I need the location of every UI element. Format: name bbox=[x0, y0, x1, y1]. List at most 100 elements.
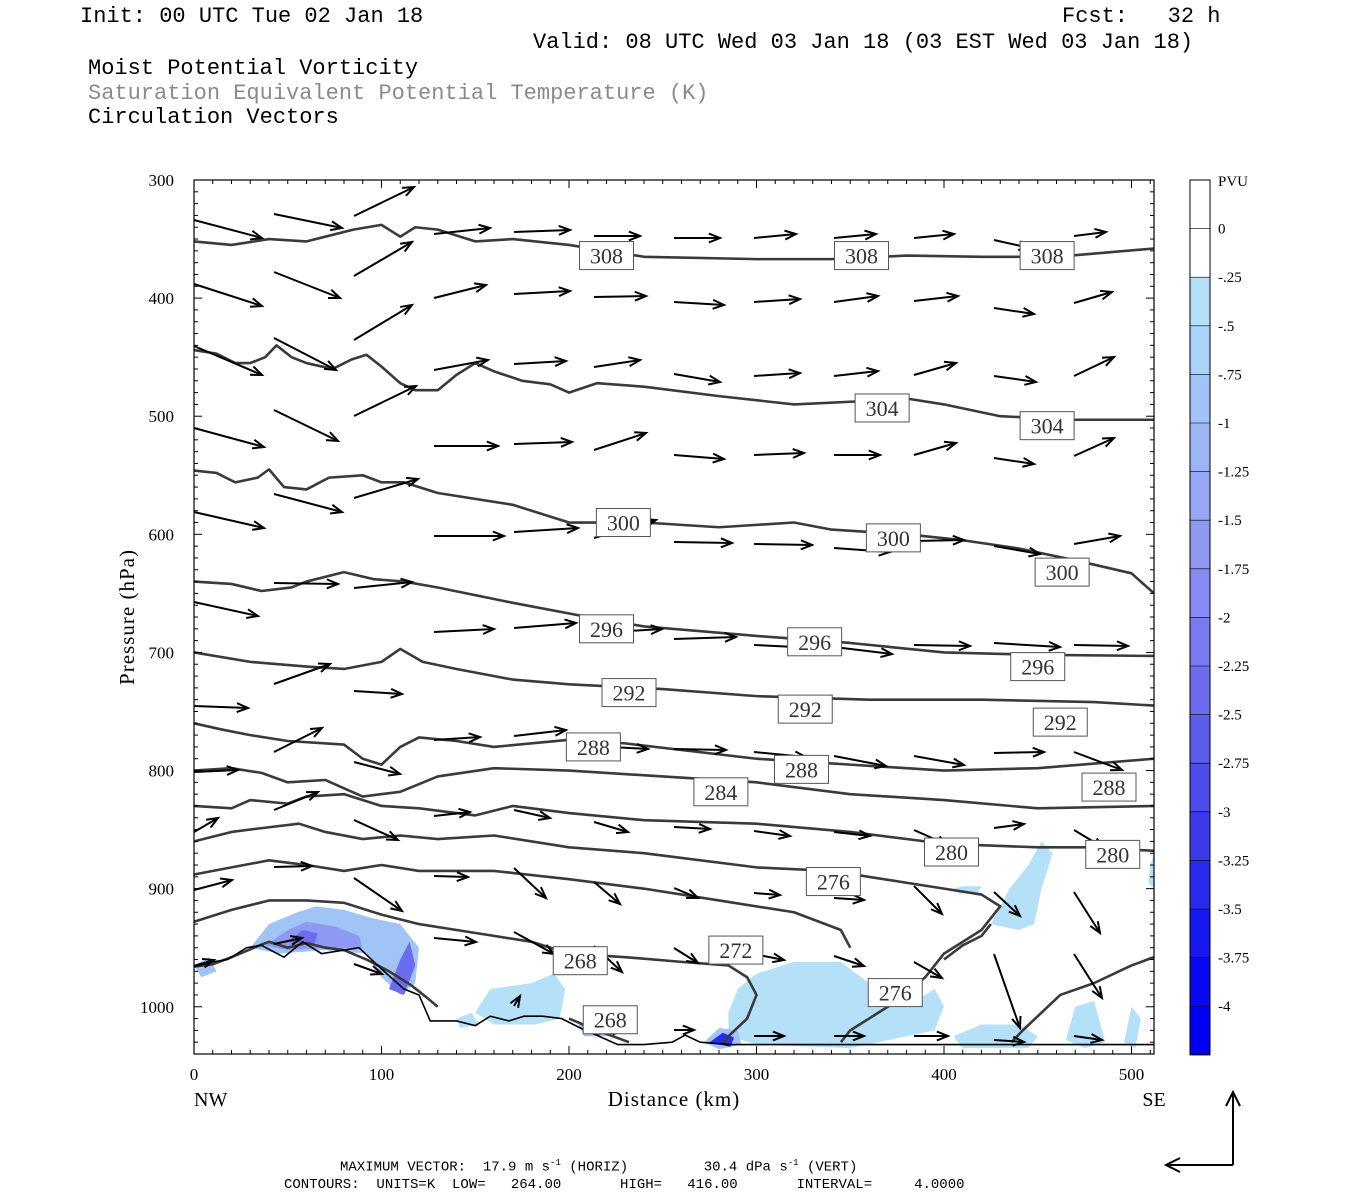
circulation-vector bbox=[353, 687, 405, 699]
y-tick-label: 600 bbox=[149, 525, 175, 544]
contour-label: 304 bbox=[1031, 414, 1064, 439]
contour-label-box bbox=[552, 946, 608, 976]
circulation-vector bbox=[433, 732, 483, 744]
contour-label: 268 bbox=[564, 949, 597, 974]
contour-labels: 308 308 308 304 304 300 300 300 296 296 296 292 292 2… bbox=[552, 241, 1141, 1035]
colorbar-swatch bbox=[1190, 228, 1210, 278]
circulation-vector bbox=[513, 809, 553, 821]
horiz-exponent: -1 bbox=[550, 1158, 561, 1168]
circulation-vector bbox=[993, 375, 1039, 386]
circulation-vector bbox=[273, 409, 341, 443]
isentrope-line bbox=[193, 722, 1155, 772]
circulation-vector bbox=[593, 881, 623, 906]
circulation-vector bbox=[913, 961, 945, 980]
y-axis-label: Pressure (hPa) bbox=[115, 549, 139, 685]
max-vector-line: MAXIMUM VECTOR: 17.9 m s-1 (HORIZ) 30.4 … bbox=[340, 1158, 857, 1176]
circulation-vector bbox=[753, 229, 799, 241]
circulation-vector bbox=[673, 744, 729, 756]
contour-label-box bbox=[601, 678, 657, 708]
circulation-vector bbox=[353, 577, 415, 589]
circulation-vector bbox=[993, 457, 1037, 468]
circulation-vector bbox=[509, 993, 522, 1009]
circulation-vector bbox=[193, 345, 265, 377]
circulation-vector bbox=[673, 537, 735, 549]
circulation-vector bbox=[833, 829, 873, 841]
circulation-vector bbox=[513, 725, 569, 737]
contour-label: 272 bbox=[719, 938, 752, 963]
contour-label: 300 bbox=[607, 511, 640, 536]
field-title-theta-es: Saturation Equivalent Potential Temperat… bbox=[88, 81, 709, 106]
colorbar-label: -2 bbox=[1218, 610, 1231, 626]
colorbar-label: -1.75 bbox=[1218, 562, 1249, 578]
circulation-vector bbox=[833, 755, 889, 770]
colorbar-label: -2.25 bbox=[1218, 659, 1249, 675]
contour-label: 300 bbox=[1046, 560, 1079, 585]
circulation-vector bbox=[833, 893, 867, 905]
circulation-vector bbox=[1073, 289, 1115, 304]
x-tick-label: 300 bbox=[744, 1065, 770, 1084]
y-tick-label: 500 bbox=[149, 407, 175, 426]
contour-label: 276 bbox=[817, 870, 850, 895]
circulation-vector bbox=[993, 307, 1037, 318]
contour-label-box bbox=[1085, 839, 1141, 869]
contour-label: 292 bbox=[613, 681, 646, 706]
colorbar-swatch bbox=[1190, 714, 1210, 764]
colorbar-label: -2.5 bbox=[1218, 708, 1242, 724]
circulation-vector bbox=[673, 887, 701, 900]
circulation-vector bbox=[833, 229, 879, 241]
circulation-vector bbox=[914, 1030, 951, 1042]
circulation-vector bbox=[913, 640, 973, 652]
circulation-vector bbox=[353, 384, 419, 417]
circulation-vector bbox=[513, 618, 579, 630]
isentrope-line bbox=[1010, 955, 1155, 1044]
contour-label-box bbox=[708, 935, 764, 965]
circulation-vector bbox=[353, 185, 417, 217]
colorbar-label: -3.75 bbox=[1218, 951, 1249, 967]
circulation-vector bbox=[833, 366, 881, 378]
isentrope-line bbox=[193, 940, 439, 1008]
circulation-vector bbox=[513, 523, 581, 535]
contour-label-box bbox=[1034, 557, 1090, 587]
contour-label-box bbox=[582, 1005, 638, 1035]
circulation-vector bbox=[273, 578, 341, 590]
pv-shaded-region bbox=[990, 841, 1053, 930]
contour-label-box bbox=[1019, 241, 1075, 271]
circulation-vector bbox=[913, 755, 967, 769]
contour-label: 300 bbox=[877, 526, 910, 551]
colorbar-swatch bbox=[1190, 811, 1210, 861]
valid-time: Valid: 08 UTC Wed 03 Jan 18 (03 EST Wed … bbox=[533, 30, 1194, 55]
field-title-vectors: Circulation Vectors bbox=[88, 105, 339, 130]
circulation-vector bbox=[1073, 355, 1117, 377]
forecast-hour: Fcst: 32 h bbox=[1062, 4, 1221, 29]
circulation-vector bbox=[753, 368, 803, 380]
horiz-unit: (HORIZ) bbox=[569, 1159, 629, 1176]
circulation-vector bbox=[593, 356, 643, 368]
contour-label: 308 bbox=[590, 244, 623, 269]
circulation-vector bbox=[833, 292, 881, 303]
circulation-vector bbox=[193, 219, 265, 241]
circulation-vector bbox=[1073, 751, 1125, 772]
circulation-vector bbox=[353, 240, 415, 277]
isentrope-line bbox=[193, 570, 1155, 658]
circulation-vector bbox=[1073, 436, 1117, 457]
circulation-vector bbox=[673, 373, 723, 386]
circulation-vector bbox=[1073, 891, 1102, 936]
colorbar-label: -4 bbox=[1218, 999, 1231, 1015]
circulation-vector bbox=[674, 232, 723, 244]
colorbar-label: -.75 bbox=[1218, 367, 1242, 383]
circulation-vector bbox=[593, 821, 631, 835]
x-tick-label: 100 bbox=[369, 1065, 395, 1084]
contour-label: 276 bbox=[879, 981, 912, 1006]
colorbar-swatch bbox=[1190, 277, 1210, 327]
circulation-vector bbox=[993, 891, 1022, 918]
pv-shaded-region bbox=[1124, 1006, 1141, 1049]
circulation-vector bbox=[353, 877, 405, 913]
circulation-vector bbox=[433, 807, 473, 819]
circulation-vector bbox=[673, 631, 739, 643]
vert-max: 30.4 dPa s bbox=[703, 1159, 788, 1176]
circulation-vector bbox=[913, 440, 959, 456]
circulation-vector bbox=[593, 431, 649, 451]
contour-label: 296 bbox=[798, 630, 831, 655]
circulation-vector bbox=[673, 452, 727, 464]
horiz-max: 17.9 m s bbox=[482, 1159, 551, 1176]
